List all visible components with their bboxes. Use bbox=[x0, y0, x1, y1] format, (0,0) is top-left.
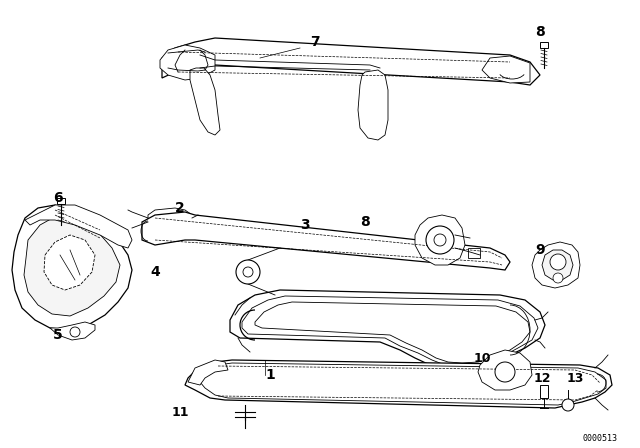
Polygon shape bbox=[542, 250, 573, 280]
Polygon shape bbox=[50, 322, 95, 340]
Polygon shape bbox=[255, 302, 530, 363]
Circle shape bbox=[236, 260, 260, 284]
Circle shape bbox=[243, 267, 253, 277]
Text: 1: 1 bbox=[265, 368, 275, 382]
Polygon shape bbox=[162, 38, 540, 85]
Polygon shape bbox=[242, 296, 538, 366]
Polygon shape bbox=[540, 42, 548, 48]
Text: 9: 9 bbox=[535, 243, 545, 257]
Text: 2: 2 bbox=[175, 201, 185, 215]
Polygon shape bbox=[230, 290, 545, 370]
Polygon shape bbox=[358, 70, 388, 140]
Polygon shape bbox=[478, 350, 532, 390]
Text: 12: 12 bbox=[533, 371, 551, 384]
Circle shape bbox=[550, 254, 566, 270]
Polygon shape bbox=[160, 45, 215, 80]
Circle shape bbox=[426, 226, 454, 254]
Circle shape bbox=[495, 362, 515, 382]
Text: 10: 10 bbox=[473, 352, 491, 365]
Text: 7: 7 bbox=[310, 35, 320, 49]
Text: 3: 3 bbox=[300, 218, 310, 232]
Polygon shape bbox=[142, 212, 510, 270]
Polygon shape bbox=[44, 235, 95, 290]
Polygon shape bbox=[148, 208, 192, 232]
Text: 0000513: 0000513 bbox=[582, 434, 618, 443]
Polygon shape bbox=[415, 215, 465, 265]
Text: 8: 8 bbox=[360, 215, 370, 229]
Polygon shape bbox=[188, 360, 228, 385]
Polygon shape bbox=[12, 205, 132, 330]
Polygon shape bbox=[57, 198, 65, 204]
Circle shape bbox=[70, 327, 80, 337]
Text: 13: 13 bbox=[566, 371, 584, 384]
Text: 4: 4 bbox=[150, 265, 160, 279]
Circle shape bbox=[562, 399, 574, 411]
Polygon shape bbox=[532, 242, 580, 288]
Polygon shape bbox=[200, 363, 606, 405]
Text: 6: 6 bbox=[53, 191, 63, 205]
Text: 5: 5 bbox=[53, 328, 63, 342]
Polygon shape bbox=[24, 215, 120, 316]
Circle shape bbox=[553, 273, 563, 283]
Text: 8: 8 bbox=[535, 25, 545, 39]
Polygon shape bbox=[482, 56, 530, 83]
Polygon shape bbox=[25, 205, 132, 248]
Polygon shape bbox=[185, 360, 612, 408]
Circle shape bbox=[434, 234, 446, 246]
Polygon shape bbox=[190, 68, 220, 135]
Text: 11: 11 bbox=[172, 405, 189, 418]
Polygon shape bbox=[468, 248, 480, 258]
Polygon shape bbox=[540, 385, 548, 398]
